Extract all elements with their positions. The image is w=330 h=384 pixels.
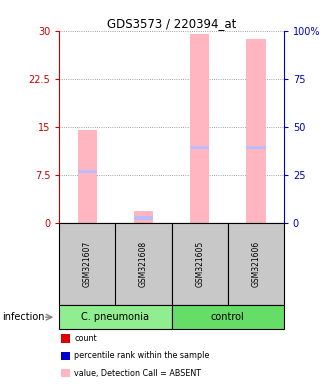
Text: GSM321607: GSM321607 (83, 241, 92, 287)
Bar (246, 39, 266, 223)
Text: count: count (74, 334, 97, 343)
Text: GDS3573 / 220394_at: GDS3573 / 220394_at (107, 17, 236, 30)
Bar (134, 216, 153, 220)
Bar (190, 34, 210, 223)
Text: GSM321605: GSM321605 (195, 241, 204, 287)
Text: GSM321608: GSM321608 (139, 241, 148, 287)
Text: infection: infection (2, 312, 44, 322)
Bar (78, 130, 97, 223)
Bar (134, 211, 153, 223)
Bar (246, 146, 266, 149)
Text: percentile rank within the sample: percentile rank within the sample (74, 351, 210, 361)
Text: GSM321606: GSM321606 (251, 241, 260, 287)
Text: C. pneumonia: C. pneumonia (82, 312, 149, 322)
Text: control: control (211, 312, 245, 322)
Text: value, Detection Call = ABSENT: value, Detection Call = ABSENT (74, 369, 201, 378)
Bar (78, 170, 97, 173)
Bar (190, 146, 210, 149)
